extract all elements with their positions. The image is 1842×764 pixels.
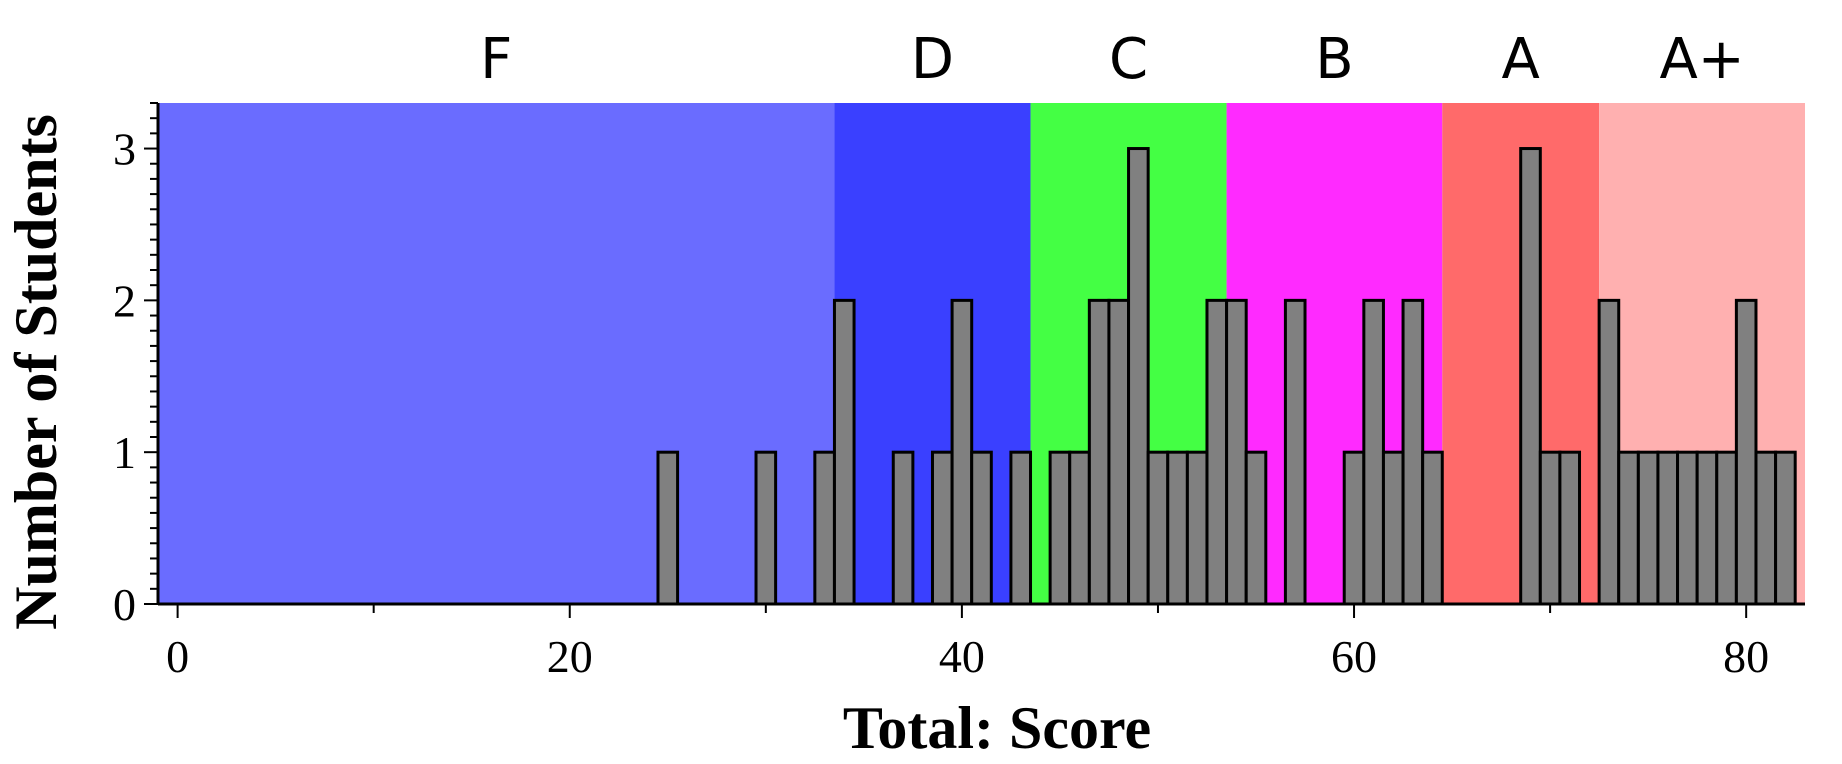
histogram-bar xyxy=(813,450,836,606)
histogram-bar xyxy=(1381,450,1405,606)
x-tick-label: 60 xyxy=(1331,631,1377,682)
grade-labels: F D C B A A+ xyxy=(480,27,1745,92)
histogram-bar xyxy=(1695,450,1719,606)
histogram-bar xyxy=(950,298,974,606)
histogram-bar xyxy=(1676,450,1699,606)
y-tick-label: 2 xyxy=(113,275,136,326)
histogram-bar xyxy=(1146,450,1170,606)
x-tick-label: 40 xyxy=(939,631,985,682)
histogram-bar xyxy=(1048,450,1072,606)
histogram-bar xyxy=(1774,450,1797,606)
grade-band-label: D xyxy=(911,27,954,92)
histogram-bar xyxy=(656,450,680,606)
histogram-bar xyxy=(1225,298,1248,606)
histogram-bar xyxy=(754,450,778,606)
x-tick-label: 80 xyxy=(1723,631,1769,682)
x-tick-label: 20 xyxy=(547,631,593,682)
grade-band-0 xyxy=(158,103,835,604)
histogram-bar xyxy=(1244,450,1268,606)
histogram-bar xyxy=(1734,298,1758,606)
histogram-bar xyxy=(1421,450,1444,606)
histogram-bar xyxy=(832,298,856,606)
histogram-bar xyxy=(930,450,954,606)
histogram-bar xyxy=(891,450,915,606)
histogram-bar xyxy=(1342,450,1366,606)
grade-band-label: A+ xyxy=(1659,27,1744,92)
histogram-bar xyxy=(1362,298,1385,606)
histogram-bar xyxy=(1107,298,1131,606)
histogram-bar xyxy=(1283,298,1307,606)
x-axis-title: Total: Score xyxy=(843,695,1151,761)
histogram-bar xyxy=(1754,450,1778,606)
score-bars xyxy=(656,147,1797,606)
histogram-bar xyxy=(1636,450,1660,606)
histogram-bar xyxy=(1617,450,1640,606)
x-tick-label: 0 xyxy=(166,631,189,682)
histogram-bar xyxy=(1087,298,1111,606)
histogram-bar xyxy=(1205,298,1229,606)
histogram-bar xyxy=(1127,147,1150,606)
y-tick-label: 1 xyxy=(113,427,136,478)
y-tick-label: 3 xyxy=(113,124,136,175)
histogram-bar xyxy=(1715,450,1738,606)
histogram-bar xyxy=(1597,298,1621,606)
histogram-bar xyxy=(1185,450,1209,606)
grade-band-label: B xyxy=(1315,27,1353,92)
histogram-bar xyxy=(1519,147,1542,606)
y-tick-label: 0 xyxy=(113,579,136,630)
histogram-bar xyxy=(1401,298,1425,606)
grade-band-label: A xyxy=(1502,27,1540,92)
histogram-bar xyxy=(1538,450,1562,606)
y-axis-title: Number of Students xyxy=(3,114,69,630)
grade-band-label: F xyxy=(480,27,512,92)
axes: 0 1 2 3 0 20 40 60 80 xyxy=(113,102,1805,682)
histogram-bar xyxy=(1656,450,1680,606)
histogram-bar xyxy=(1009,450,1033,606)
histogram-bar xyxy=(1068,450,1091,606)
histogram-bar xyxy=(1558,450,1582,606)
grade-band-label: C xyxy=(1109,27,1148,92)
histogram-bar xyxy=(1166,450,1189,606)
histogram-bar xyxy=(970,450,993,606)
